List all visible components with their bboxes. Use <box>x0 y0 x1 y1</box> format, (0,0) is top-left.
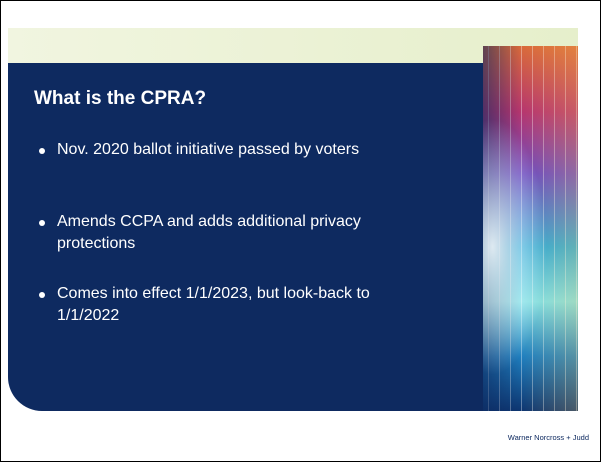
bullet-dot <box>39 292 45 298</box>
bullet-text: Comes into effect 1/1/2023, but look-bac… <box>57 283 419 327</box>
bullet-item: Nov. 2020 ballot initiative passed by vo… <box>39 139 419 161</box>
bullet-item: Amends CCPA and adds additional privacy … <box>39 211 419 255</box>
bullet-item: Comes into effect 1/1/2023, but look-bac… <box>39 283 419 327</box>
bullet-text: Nov. 2020 ballot initiative passed by vo… <box>57 139 419 161</box>
decorative-image <box>483 46 578 411</box>
bullet-text: Amends CCPA and adds additional privacy … <box>57 211 419 255</box>
slide: What is the CPRA? Nov. 2020 ballot initi… <box>0 0 601 462</box>
bullet-dot <box>39 220 45 226</box>
footer-logo: Warner Norcross + Judd <box>508 433 589 442</box>
bullet-dot <box>39 148 45 154</box>
slide-title: What is the CPRA? <box>34 88 206 110</box>
